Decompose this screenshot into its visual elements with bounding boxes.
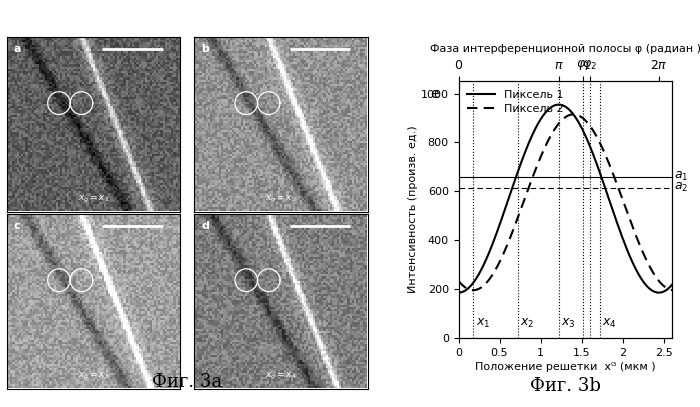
Text: $x_g = x_4$: $x_g = x_4$	[265, 371, 297, 382]
Пиксель 2	[581, 118, 589, 123]
Text: $a_1$: $a_1$	[674, 170, 689, 183]
Text: d: d	[201, 221, 209, 231]
Пиксель 2	[492, 265, 500, 270]
Text: $x_4$: $x_4$	[602, 317, 617, 330]
Пиксель 1	[454, 290, 463, 295]
Пиксель 2	[569, 112, 577, 117]
Пиксель 1	[551, 103, 559, 107]
Text: c: c	[14, 221, 20, 231]
Пиксель 1	[580, 132, 589, 137]
X-axis label: Фаза интерференционной полосы φ (радиан ): Фаза интерференционной полосы φ (радиан …	[430, 44, 700, 54]
Text: $x_2$: $x_2$	[520, 317, 534, 330]
Line: Пиксель 2: Пиксель 2	[458, 114, 672, 290]
Text: $x_3$: $x_3$	[561, 317, 575, 330]
Text: $x_g = x_3$: $x_g = x_3$	[78, 371, 109, 382]
Text: a: a	[14, 44, 22, 54]
Пиксель 2	[551, 126, 559, 131]
Пиксель 1	[492, 232, 500, 236]
Пиксель 2	[668, 288, 676, 293]
Пиксель 1	[597, 175, 606, 179]
Text: $x_g = x_2$: $x_g = x_2$	[265, 194, 297, 205]
Text: e: e	[430, 87, 439, 101]
Text: Фиг. 3b: Фиг. 3b	[530, 377, 601, 395]
X-axis label: Положение решетки  xᴳ (мкм ): Положение решетки xᴳ (мкм )	[475, 362, 656, 372]
Text: $a_2$: $a_2$	[674, 181, 688, 194]
Пиксель 1	[554, 102, 563, 107]
Пиксель 2	[598, 144, 606, 149]
Пиксель 1	[668, 282, 676, 287]
Пиксель 2	[616, 190, 624, 195]
Пиксель 1	[615, 228, 624, 232]
Пиксель 1	[509, 182, 517, 187]
Пиксель 2	[469, 288, 477, 293]
Text: $x_g = x_1$: $x_g = x_1$	[78, 194, 109, 205]
Legend: Пиксель 1, Пиксель 2: Пиксель 1, Пиксель 2	[464, 87, 567, 117]
Text: Фиг. 3а: Фиг. 3а	[152, 373, 223, 391]
Line: Пиксель 1: Пиксель 1	[458, 105, 672, 293]
Пиксель 2	[510, 226, 518, 231]
Пиксель 2	[454, 278, 463, 283]
Text: b: b	[201, 44, 209, 54]
Y-axis label: Интенсивность (произв. ед.): Интенсивность (произв. ед.)	[408, 126, 418, 293]
Text: $x_1$: $x_1$	[476, 317, 490, 330]
